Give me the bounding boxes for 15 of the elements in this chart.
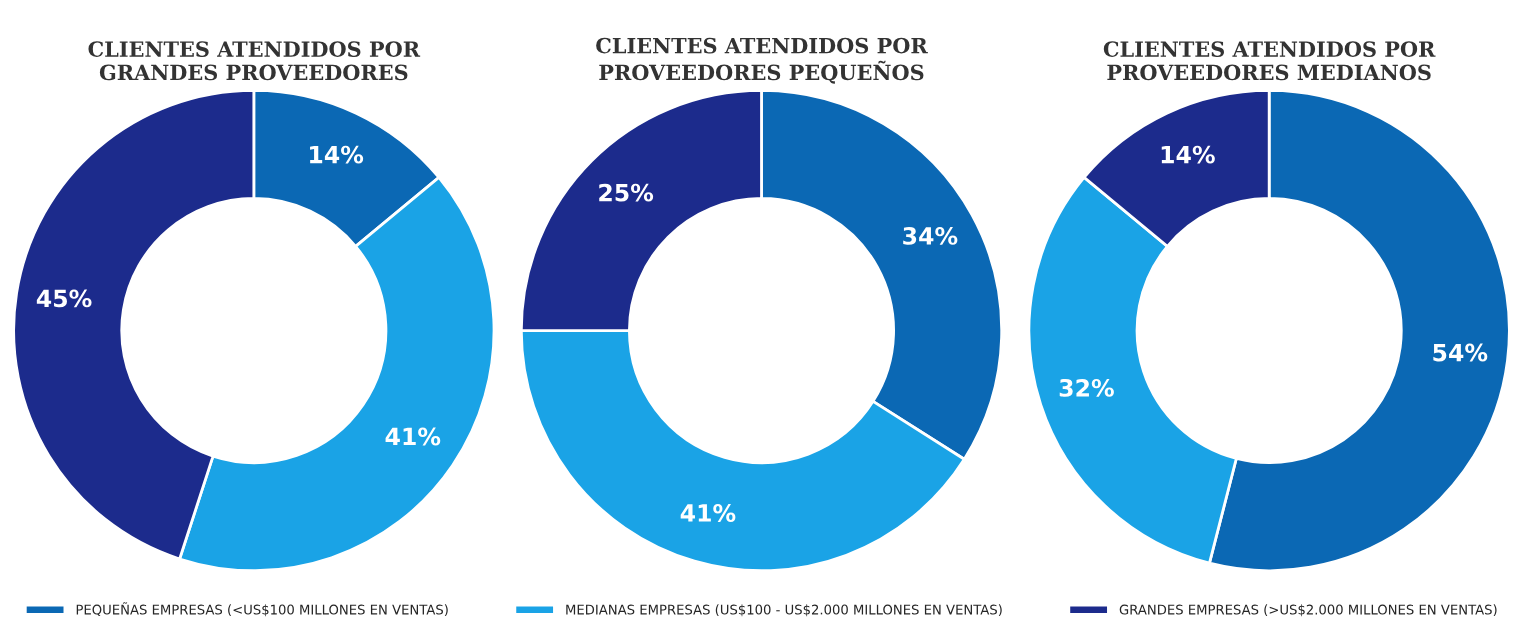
data-label: 54% [1433, 343, 1488, 362]
data-label: 34% [903, 226, 958, 245]
data-label: 41% [385, 427, 441, 446]
chart-title: CLIENTES ATENDIDOS POR PROVEEDORES MEDIANOS [1103, 41, 1436, 81]
legend-label: PEQUEÑAS EMPRESAS (<US$100 MILLONES EN VENTAS) [76, 602, 448, 617]
chart-title: CLIENTES ATENDIDOS POR PROVEEDORES PEQUEÑOS [596, 37, 928, 84]
chart-title: CLIENTES ATENDIDOS POR GRANDES PROVEEDORES [88, 41, 421, 81]
data-label: 45% [36, 289, 92, 308]
data-label: 14% [1161, 145, 1215, 164]
legend-label: MEDIANAS EMPRESAS (US$100 - US$2.000 MILLONES EN VENTAS) [566, 604, 1002, 617]
data-label: 41% [680, 504, 736, 522]
data-label: 32% [1059, 378, 1114, 397]
data-label: 14% [310, 145, 364, 164]
legend-label: GRANDES EMPRESAS (>US$2.000 MILLONES EN VENTAS) [1119, 604, 1497, 617]
data-label: 25% [599, 183, 654, 202]
